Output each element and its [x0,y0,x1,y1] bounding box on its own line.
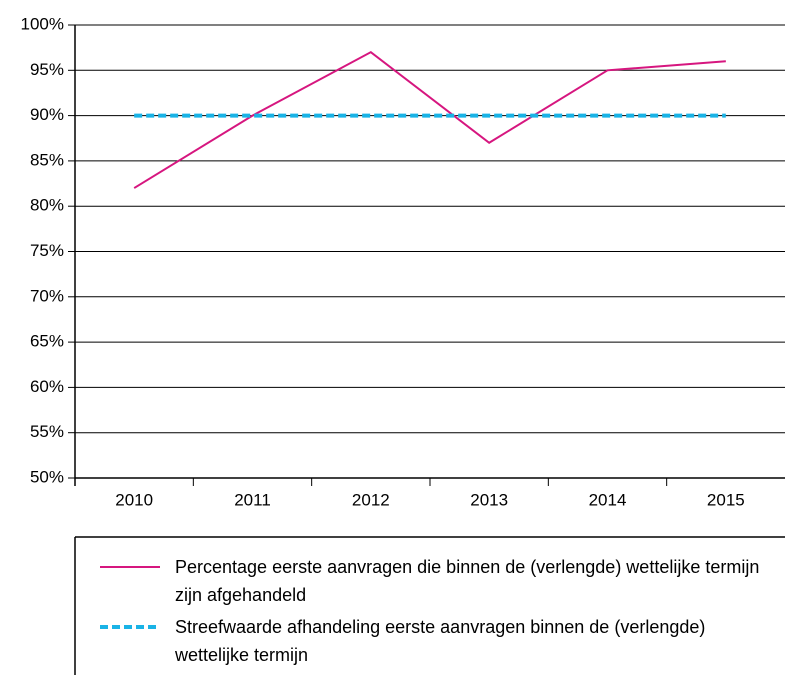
y-tick-label: 60% [30,377,64,396]
series-line [133,50,726,189]
y-tick-label: 80% [30,196,64,215]
legend-label: Percentage eerste aanvragen die binnen d… [175,557,760,605]
y-tick-label: 50% [30,467,64,486]
y-tick-label: 85% [30,150,64,169]
y-tick-label: 55% [30,422,64,441]
y-tick-label: 65% [30,332,64,351]
y-tick-label: 75% [30,241,64,260]
x-tick-label: 2011 [234,490,271,509]
x-tick-label: 2010 [115,490,153,509]
x-tick-label: 2014 [589,490,627,509]
y-tick-label: 95% [30,60,64,79]
y-tick-label: 100% [21,14,64,33]
legend-label: Streefwaarde afhandeling eerste aanvrage… [175,617,706,665]
x-tick-label: 2013 [470,490,508,509]
y-tick-label: 90% [30,105,64,124]
x-tick-label: 2015 [707,490,745,509]
y-tick-label: 70% [30,286,64,305]
x-tick-label: 2012 [352,490,390,509]
